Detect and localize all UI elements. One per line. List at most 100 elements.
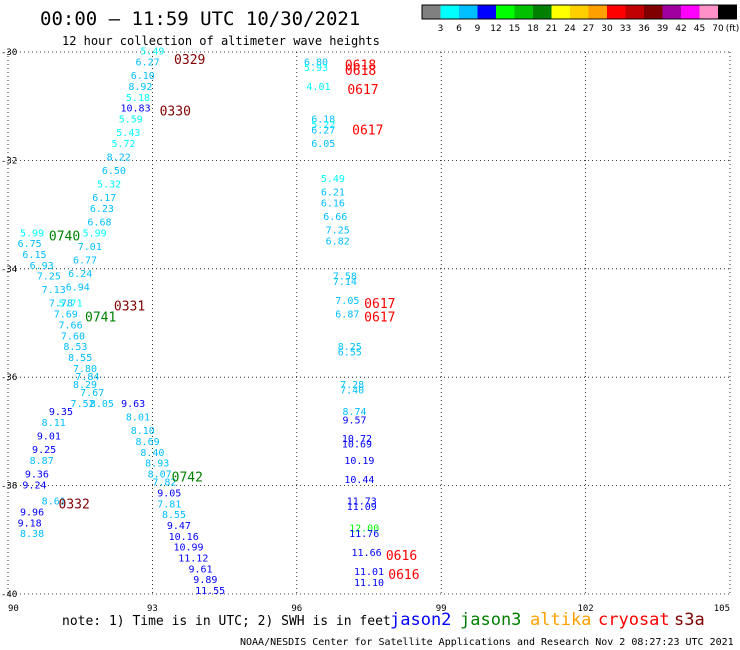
wave-height-value: 6.10 bbox=[131, 71, 155, 82]
pass-time-label: 0742 bbox=[172, 470, 203, 485]
wave-height-value: 6.27 bbox=[136, 58, 160, 69]
wave-height-value: 11.10 bbox=[354, 578, 384, 589]
pass-time-label: 0616 bbox=[386, 549, 417, 564]
colorbar-label: 33 bbox=[620, 24, 631, 34]
wave-height-value: 8.10 bbox=[131, 426, 155, 437]
wave-height-value: 6.55 bbox=[338, 348, 362, 359]
colorbar-label: 12 bbox=[490, 24, 501, 34]
wave-height-value: 10.83 bbox=[120, 104, 150, 115]
pass-time-label: 0617 bbox=[352, 124, 383, 139]
pass-time-label: 0741 bbox=[85, 311, 116, 326]
wave-height-value: 6.15 bbox=[22, 250, 46, 261]
wave-height-value: 11.73 bbox=[347, 497, 377, 508]
wave-height-value: 11.55 bbox=[195, 586, 225, 597]
wave-height-value: 6.75 bbox=[18, 239, 42, 250]
wave-height-value: 5.49 bbox=[321, 174, 345, 185]
x-tick-label: 105 bbox=[714, 604, 730, 614]
wave-height-value: 9.05 bbox=[157, 488, 181, 499]
axis-tick-labels: 90 93 96 99 102 105 -30 -32 -34 -36 -38 -40 bbox=[1, 48, 730, 614]
wave-height-value: 8.69 bbox=[136, 437, 160, 448]
satellite-legend-jason2: jason2 bbox=[390, 610, 451, 630]
wave-height-value: 7.28 bbox=[340, 380, 364, 391]
wave-height-value: 9.01 bbox=[37, 432, 61, 443]
wave-height-value: 11.09 bbox=[347, 502, 377, 513]
pass-time-label: 0617 bbox=[364, 311, 395, 326]
wave-height-value: 6.82 bbox=[326, 236, 350, 247]
wave-height-value: 11.12 bbox=[178, 553, 208, 564]
wave-height-value: 11.01 bbox=[354, 567, 384, 578]
wave-height-value: 8.92 bbox=[128, 82, 152, 93]
wave-height-value: 4.01 bbox=[306, 82, 330, 93]
wave-height-value: 7.69 bbox=[54, 310, 78, 321]
colorbar-label: 42 bbox=[675, 24, 686, 34]
wave-height-value: 9.89 bbox=[193, 575, 217, 586]
y-tick-label: -38 bbox=[1, 482, 17, 492]
wave-height-value: 6.80 bbox=[304, 58, 328, 69]
wave-height-value: 9.18 bbox=[18, 518, 42, 529]
colorbar-label: 45 bbox=[694, 24, 705, 34]
chart-subtitle: 12 hour collection of altimeter wave hei… bbox=[62, 34, 380, 48]
colorbar-swatch bbox=[718, 5, 737, 19]
wave-height-value: 7.58 bbox=[333, 272, 357, 283]
x-tick-label: 93 bbox=[147, 604, 158, 614]
colorbar-swatch bbox=[607, 5, 626, 19]
colorbar-swatch bbox=[477, 5, 496, 19]
wave-height-value: 10.19 bbox=[344, 456, 374, 467]
wave-height-value: 8.55 bbox=[68, 353, 92, 364]
colorbar-swatch bbox=[644, 5, 663, 19]
wave-height-value: 5.99 bbox=[83, 228, 107, 239]
wave-height-value: 6.17 bbox=[92, 193, 116, 204]
wave-height-value: 9.61 bbox=[188, 564, 212, 575]
wave-height-value: 6.87 bbox=[335, 310, 359, 321]
pass-time-label: 0331 bbox=[114, 300, 145, 315]
pass-time-label: 0329 bbox=[174, 53, 205, 68]
chart-title: 00:00 – 11:59 UTC 10/30/2021 bbox=[40, 8, 360, 30]
wave-height-value: 9.25 bbox=[32, 445, 56, 456]
wave-height-value: 8.87 bbox=[30, 456, 54, 467]
wave-height-value: 8.93 bbox=[145, 459, 169, 470]
wave-height-value: 9.35 bbox=[49, 407, 73, 418]
colorbar-swatch bbox=[459, 5, 478, 19]
colorbar-swatch bbox=[588, 5, 607, 19]
colorbar-swatch bbox=[440, 5, 459, 19]
wave-height-value: 7.40 bbox=[340, 385, 364, 396]
x-tick-label: 90 bbox=[8, 604, 19, 614]
colorbar-unit: (ft) bbox=[726, 24, 740, 34]
wave-height-value: 8.22 bbox=[107, 152, 131, 163]
wave-height-value: 10.44 bbox=[344, 475, 374, 486]
wave-height-value: 6.23 bbox=[90, 204, 114, 215]
wave-height-value: 7.84 bbox=[75, 372, 99, 383]
colorbar-label: 3 bbox=[438, 24, 444, 34]
colorbar-label: 24 bbox=[564, 24, 576, 34]
colorbar-label: 39 bbox=[657, 24, 669, 34]
wave-height-value: 12.00 bbox=[349, 524, 379, 535]
satellite-legend-altika: altika bbox=[530, 610, 591, 630]
wave-height-value: 5.49 bbox=[140, 47, 164, 58]
wave-height-value: 7.82 bbox=[152, 478, 176, 489]
wave-height-value: 7.52 bbox=[71, 399, 95, 410]
wave-height-value: 5.71 bbox=[59, 299, 83, 310]
wave-height-value: 5.93 bbox=[304, 63, 328, 74]
colorbar-swatch bbox=[699, 5, 718, 19]
colorbar-label: 30 bbox=[601, 24, 613, 34]
wave-height-value: 8.07 bbox=[148, 469, 172, 480]
wave-height-value: 8.25 bbox=[338, 342, 362, 353]
wave-height-value: 9.63 bbox=[121, 399, 145, 410]
wave-height-value: 8.55 bbox=[162, 510, 186, 521]
y-tick-label: -40 bbox=[1, 590, 17, 600]
colorbar-label: 21 bbox=[546, 24, 557, 34]
wave-height-value: 7.13 bbox=[42, 285, 66, 296]
x-tick-label: 99 bbox=[436, 604, 447, 614]
pass-time-label: 0617 bbox=[347, 83, 378, 98]
colorbar-swatch bbox=[514, 5, 533, 19]
pass-time-label: 0330 bbox=[160, 105, 191, 120]
wave-height-value: 11.66 bbox=[352, 548, 382, 559]
wave-height-value: 10.69 bbox=[342, 440, 372, 451]
pass-time-label: 0740 bbox=[49, 229, 80, 244]
colorbar-label: 70 bbox=[712, 24, 724, 34]
wave-height-value: 10.72 bbox=[342, 434, 372, 445]
x-tick-label: 96 bbox=[291, 604, 302, 614]
wave-height-value: 8.01 bbox=[126, 413, 150, 424]
satellite-legend-cryosat: cryosat bbox=[598, 610, 670, 630]
wave-height-value: 7.60 bbox=[61, 331, 85, 342]
